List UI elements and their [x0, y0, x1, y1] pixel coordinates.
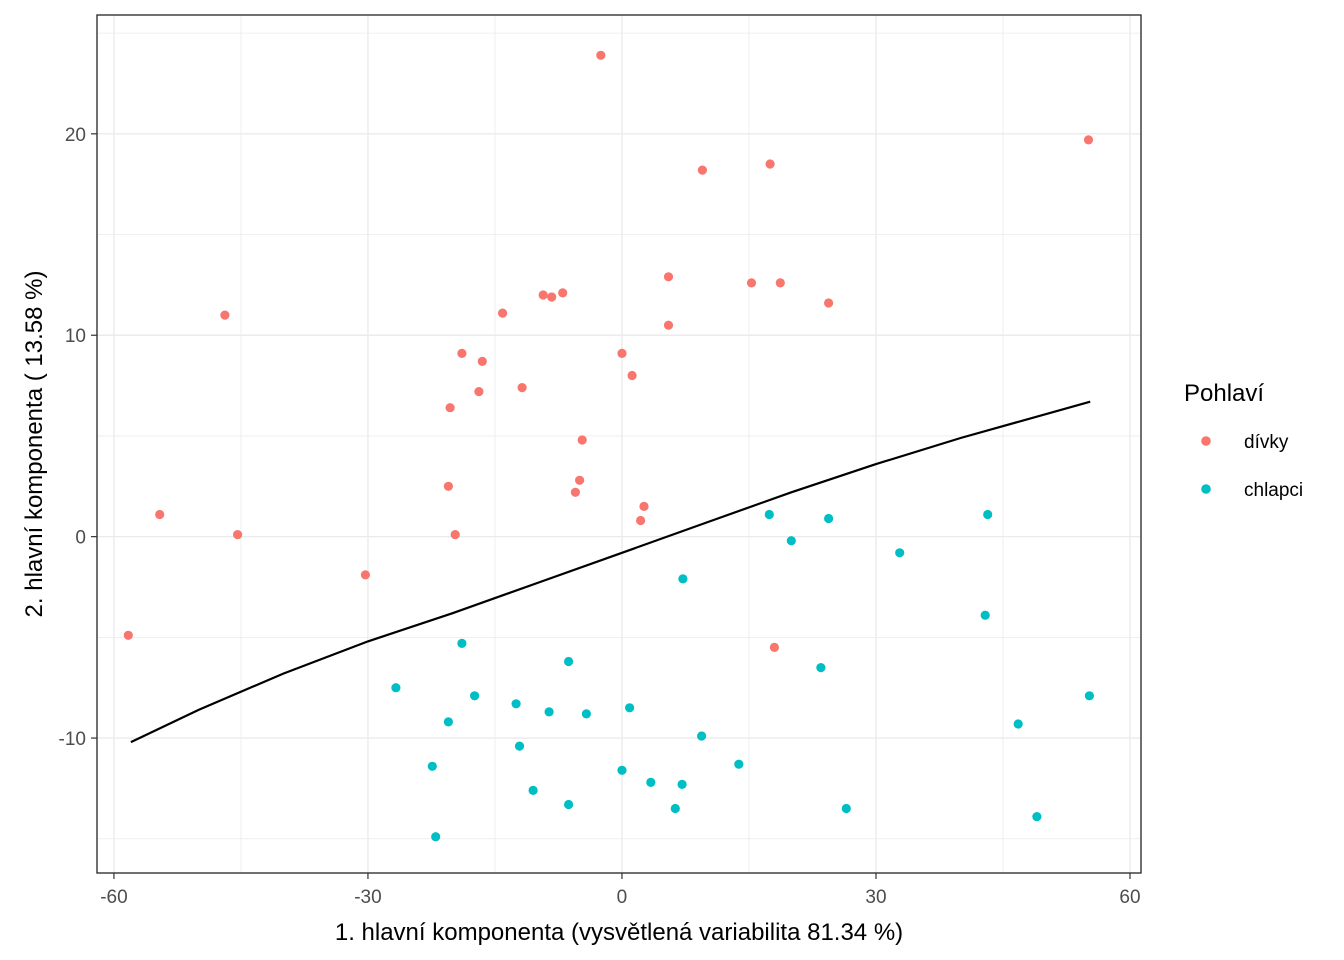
point-divky — [663, 272, 674, 282]
point-chlapci — [824, 513, 834, 524]
point-chlapci — [841, 803, 851, 814]
point-chlapci — [1013, 719, 1023, 729]
point-chlapci — [391, 683, 401, 693]
point-chlapci — [646, 777, 656, 788]
point-chlapci — [443, 717, 453, 727]
point-chlapci — [816, 663, 826, 673]
point-divky — [220, 310, 230, 320]
legend-key-divky — [1201, 436, 1211, 446]
point-divky — [450, 530, 460, 540]
legend-key-chlapci — [1201, 484, 1211, 494]
decision-boundary-line — [130, 400, 1091, 744]
point-divky — [596, 50, 606, 60]
x-tick-label: 0 — [617, 887, 628, 908]
point-chlapci — [670, 803, 680, 814]
point-chlapci — [734, 759, 744, 769]
point-divky — [765, 159, 775, 169]
point-divky — [639, 501, 649, 511]
point-chlapci — [564, 799, 574, 810]
point-chlapci — [431, 832, 441, 842]
y-tick-label: 20 — [65, 125, 86, 146]
points-layer — [123, 50, 1094, 842]
legend-label-divky: dívky — [1244, 432, 1289, 453]
point-divky — [769, 642, 780, 653]
point-divky — [558, 288, 568, 298]
point-divky — [445, 403, 455, 413]
legend-title: Pohlaví — [1184, 380, 1264, 407]
point-chlapci — [427, 761, 437, 771]
point-chlapci — [581, 709, 592, 719]
point-chlapci — [983, 509, 993, 520]
point-chlapci — [617, 765, 627, 775]
point-chlapci — [457, 638, 467, 649]
point-divky — [474, 387, 484, 397]
point-divky — [155, 509, 165, 520]
point-divky — [457, 348, 467, 358]
point-divky — [663, 320, 674, 330]
point-divky — [824, 298, 834, 308]
legend-label-chlapci: chlapci — [1244, 480, 1303, 501]
y-axis-ticks: -10 0 10 20 — [59, 125, 97, 750]
point-chlapci — [544, 707, 554, 717]
x-axis-title: 1. hlavní komponenta (vysvětlená variabi… — [335, 919, 903, 946]
point-chlapci — [1084, 691, 1094, 701]
point-divky — [498, 308, 508, 318]
x-axis-ticks: -60 -30 0 30 60 — [100, 873, 1141, 908]
point-divky — [360, 570, 370, 580]
point-chlapci — [564, 656, 574, 667]
grid-major — [97, 15, 1141, 873]
point-divky — [575, 475, 585, 485]
plot-border — [96, 14, 1142, 874]
point-chlapci — [678, 574, 688, 584]
legend: Pohlaví dívky chlapci — [1184, 380, 1303, 501]
point-chlapci — [764, 509, 774, 520]
point-divky — [617, 348, 627, 358]
legend-item-divky: dívky — [1201, 432, 1289, 453]
point-chlapci — [786, 536, 796, 546]
x-tick-label: -30 — [354, 887, 381, 908]
point-chlapci — [528, 785, 538, 796]
plot-area — [97, 15, 1141, 873]
point-divky — [746, 278, 757, 288]
point-divky — [547, 292, 557, 302]
point-divky — [443, 481, 453, 491]
point-chlapci — [625, 703, 635, 713]
point-chlapci — [1032, 812, 1042, 822]
point-chlapci — [514, 741, 525, 751]
point-divky — [570, 487, 581, 497]
point-divky — [775, 278, 785, 288]
y-tick-label: 0 — [75, 528, 86, 549]
curve-layer — [130, 400, 1091, 744]
point-chlapci — [895, 548, 905, 558]
x-tick-label: 60 — [1119, 887, 1140, 908]
point-chlapci — [697, 731, 707, 741]
point-divky — [627, 370, 637, 381]
point-divky — [477, 356, 487, 366]
y-axis-title: 2. hlavní komponenta ( 13.58 %) — [21, 271, 48, 618]
point-divky — [123, 630, 133, 640]
grid-minor — [97, 15, 1141, 873]
point-chlapci — [470, 691, 480, 701]
point-chlapci — [511, 699, 521, 709]
point-divky — [577, 435, 587, 445]
point-divky — [517, 383, 527, 393]
point-divky — [697, 165, 708, 175]
point-chlapci — [677, 779, 687, 790]
x-tick-label: 30 — [865, 887, 886, 908]
point-divky — [636, 515, 646, 526]
point-chlapci — [980, 610, 990, 620]
legend-item-chlapci: chlapci — [1201, 480, 1303, 501]
point-divky — [538, 290, 548, 300]
point-divky — [233, 530, 243, 540]
x-tick-label: -60 — [100, 887, 127, 908]
point-divky — [1083, 135, 1094, 145]
y-tick-label: 10 — [65, 326, 86, 347]
y-tick-label: -10 — [59, 729, 86, 750]
